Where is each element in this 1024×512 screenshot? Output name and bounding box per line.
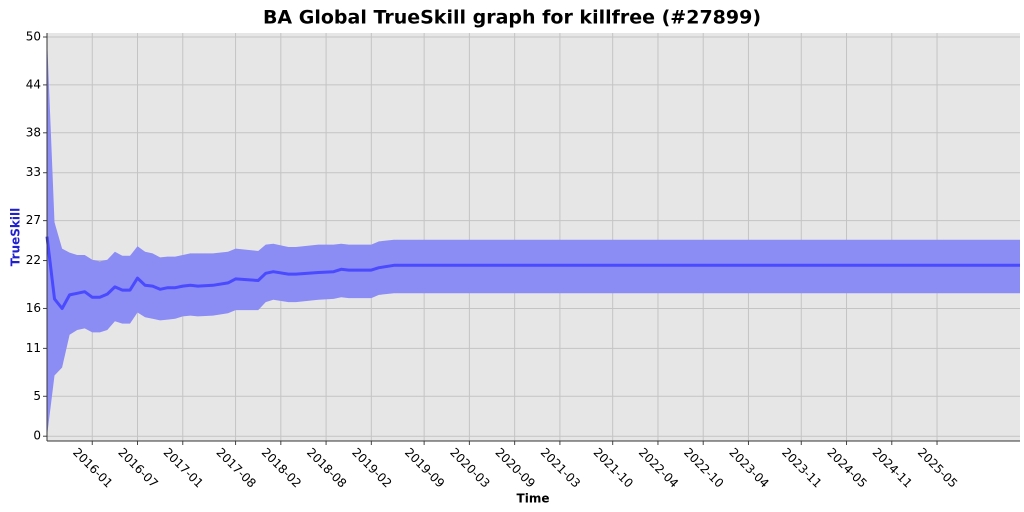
- x-tick-label: 2016-07: [115, 445, 160, 490]
- x-tick-label: 2022-10: [681, 445, 726, 490]
- x-tick-label: 2025-05: [915, 445, 960, 490]
- x-tick-label: 2017-08: [213, 445, 258, 490]
- chart-title: BA Global TrueSkill graph for killfree (…: [263, 7, 761, 29]
- x-tick-label: 2019-09: [402, 445, 447, 490]
- y-tick-label: 0: [33, 429, 41, 443]
- plot-background: [47, 33, 1020, 441]
- y-tick-label: 16: [26, 301, 41, 315]
- x-tick-label: 2023-11: [779, 445, 824, 490]
- x-tick-label: 2023-04: [726, 445, 771, 490]
- y-tick-label: 33: [26, 165, 41, 179]
- x-tick-label: 2017-01: [161, 445, 206, 490]
- x-tick-label: 2024-11: [870, 445, 915, 490]
- x-tick-label: 2020-09: [493, 445, 538, 490]
- x-tick-label: 2021-03: [538, 445, 583, 490]
- x-tick-label: 2019-02: [349, 445, 394, 490]
- x-tick-label: 2024-05: [824, 445, 869, 490]
- x-tick-label: 2018-08: [304, 445, 349, 490]
- y-tick-label: 27: [26, 213, 41, 227]
- y-tick-label: 22: [26, 253, 41, 267]
- x-tick-label: 2020-03: [447, 445, 492, 490]
- x-axis-label: Time: [517, 492, 550, 506]
- y-axis-label: TrueSkill: [9, 208, 23, 266]
- x-tick-label: 2021-10: [591, 445, 636, 490]
- x-tick-label: 2016-01: [70, 445, 115, 490]
- y-tick-label: 11: [26, 341, 41, 355]
- x-tick-label: 2018-02: [259, 445, 304, 490]
- x-tick-label: 2022-04: [636, 445, 681, 490]
- y-tick-label: 38: [26, 125, 41, 139]
- trueskill-line: [45, 236, 1020, 310]
- y-tick-label: 50: [26, 29, 41, 43]
- y-tick-label: 5: [33, 389, 41, 403]
- y-tick-label: 44: [26, 77, 41, 91]
